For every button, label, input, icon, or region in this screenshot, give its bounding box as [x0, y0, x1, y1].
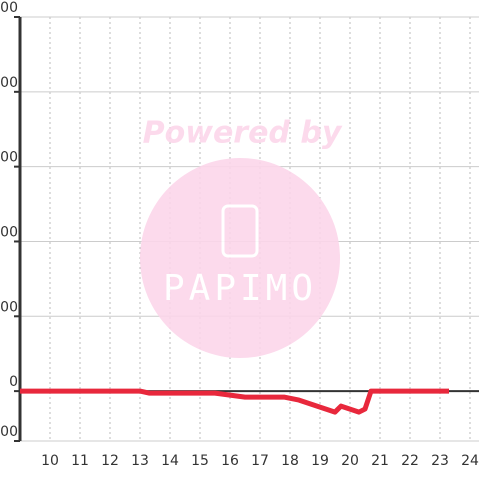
x-tick-label: 20	[341, 453, 359, 469]
x-tick-label: 19	[311, 453, 329, 469]
x-tick-label: 12	[101, 453, 119, 469]
x-tick-label: 21	[371, 453, 389, 469]
x-tick-label: 17	[251, 453, 269, 469]
x-tick-label: 23	[431, 453, 449, 469]
y-tick-label: 30,000	[0, 299, 18, 315]
watermark: Powered by PAPIMO	[140, 116, 343, 358]
watermark-circle	[140, 158, 340, 358]
x-tick-label: 14	[161, 453, 179, 469]
y-tick-label: 120,000	[0, 75, 18, 91]
x-tick-label: 15	[191, 453, 209, 469]
watermark-text: Powered by	[143, 116, 343, 151]
x-tick-label: 22	[401, 453, 419, 469]
y-tick-label: 90,000	[0, 150, 18, 166]
watermark-icon	[221, 204, 259, 258]
line	[20, 388, 449, 415]
y-tick-label: 60,000	[0, 224, 18, 240]
watermark-logo: PAPIMO	[163, 268, 317, 309]
x-tick-label: 16	[221, 453, 239, 469]
x-tick-label: 10	[41, 453, 59, 469]
x-tick-label: 24	[461, 453, 479, 469]
x-tick-label: 11	[71, 453, 89, 469]
y-tick-label: -20,000	[0, 424, 18, 440]
y-tick-label: 150,000	[0, 0, 18, 16]
x-tick-label: 13	[131, 453, 149, 469]
x-tick-label: 18	[281, 453, 299, 469]
y-tick-label: 0	[9, 374, 18, 390]
